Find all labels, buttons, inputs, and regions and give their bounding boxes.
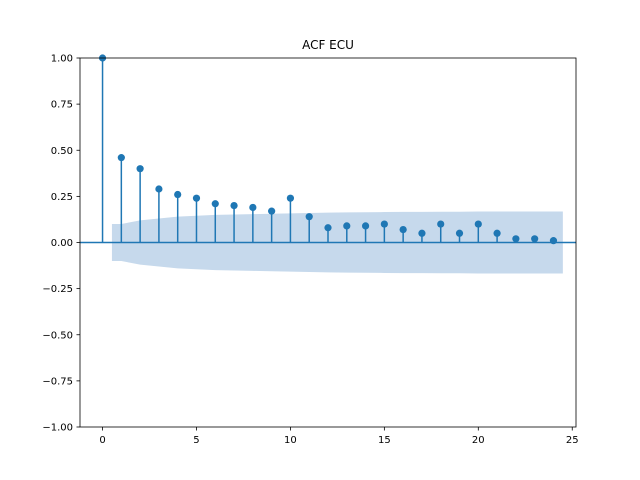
acf-stem xyxy=(474,220,482,243)
acf-stem xyxy=(343,222,351,243)
y-tick-label: 0.25 xyxy=(51,192,73,203)
stem-marker xyxy=(474,220,482,228)
x-tick-label: 15 xyxy=(378,435,391,446)
stem-marker xyxy=(437,220,445,228)
acf-stem xyxy=(493,229,501,243)
acf-stem xyxy=(155,185,163,243)
stem-marker xyxy=(192,194,201,202)
stem-marker xyxy=(136,165,144,173)
chart-title: ACF ECU xyxy=(302,38,354,52)
acf-stem xyxy=(531,235,539,243)
acf-stem xyxy=(418,229,426,243)
acf-stem xyxy=(174,190,182,243)
y-tick-label: 1.00 xyxy=(51,54,73,65)
y-tick-label: −0.50 xyxy=(42,330,73,341)
y-axis-ticks: −1.00 −0.75 −0.50 −0.25 0.00 0.25 0.50 0.75 1.00 xyxy=(42,54,80,434)
acf-stem xyxy=(249,203,257,243)
stem-layer xyxy=(98,54,558,245)
stem-marker xyxy=(230,202,238,210)
x-tick-label: 5 xyxy=(193,435,199,446)
stem-marker xyxy=(343,222,351,230)
acf-stem xyxy=(286,194,295,243)
stem-marker xyxy=(380,220,388,228)
acf-stem xyxy=(117,154,125,243)
y-tick-label: −1.00 xyxy=(42,423,73,434)
stem-marker xyxy=(531,235,539,243)
acf-stem xyxy=(549,237,558,245)
acf-stem xyxy=(136,165,144,243)
acf-stem xyxy=(230,202,238,243)
acf-stem xyxy=(192,194,201,243)
stem-marker xyxy=(249,203,257,212)
x-tick-label: 20 xyxy=(472,435,485,446)
x-tick-label: 25 xyxy=(566,435,579,446)
stem-marker xyxy=(286,194,295,202)
acf-stem xyxy=(211,200,219,243)
stem-marker xyxy=(117,154,125,162)
stem-marker xyxy=(512,235,520,243)
stem-marker xyxy=(174,190,182,199)
y-tick-label: −0.75 xyxy=(42,376,73,387)
stem-marker xyxy=(324,224,332,232)
y-tick-label: 0.75 xyxy=(51,100,73,111)
stem-marker xyxy=(361,222,370,230)
stem-marker xyxy=(418,229,426,237)
y-tick-label: 0.00 xyxy=(51,238,73,249)
acf-stem xyxy=(437,220,445,243)
stem-marker xyxy=(155,185,163,193)
acf-stem xyxy=(455,229,464,243)
x-tick-label: 0 xyxy=(99,435,105,446)
stem-marker xyxy=(455,229,464,237)
x-axis-ticks: 0 5 10 15 20 25 xyxy=(99,427,579,446)
stem-marker xyxy=(268,207,276,215)
acf-stem xyxy=(512,235,520,243)
y-tick-label: 0.50 xyxy=(51,146,73,157)
acf-stem xyxy=(305,213,313,243)
stem-marker xyxy=(549,237,558,245)
stem-marker xyxy=(305,213,313,221)
acf-stem xyxy=(380,220,388,243)
stem-marker xyxy=(211,200,219,208)
acf-stem xyxy=(268,207,276,243)
stem-marker xyxy=(399,225,407,234)
stem-marker xyxy=(493,229,501,237)
x-tick-label: 10 xyxy=(284,435,297,446)
y-tick-label: −0.25 xyxy=(42,284,73,295)
acf-stem xyxy=(324,224,332,243)
acf-stem xyxy=(399,225,407,243)
acf-stem xyxy=(361,222,370,243)
